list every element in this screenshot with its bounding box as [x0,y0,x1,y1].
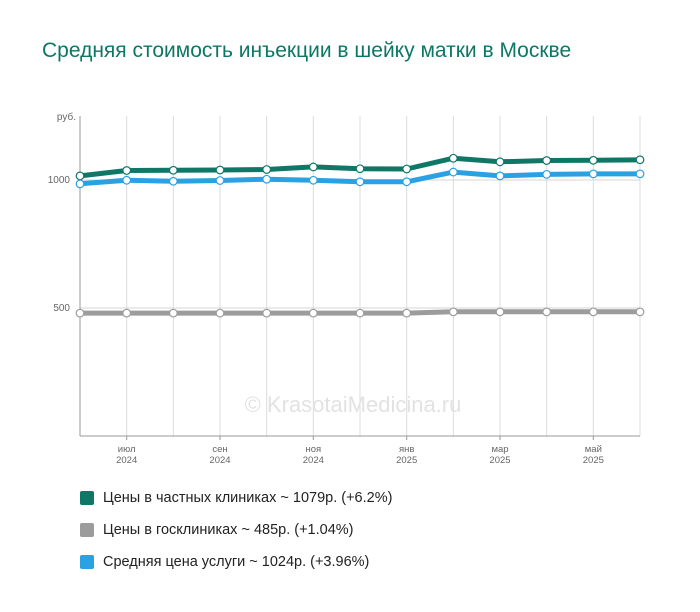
legend-item-3: Средняя цена услуги ~ 1024р. (+3.96%) [80,546,392,578]
data-point [75,171,85,181]
legend-swatch [80,491,94,505]
data-point [588,307,598,317]
data-point [168,308,178,318]
data-point [122,175,132,185]
data-point [495,171,505,181]
data-point [402,164,412,174]
data-point [448,153,458,163]
data-point [355,177,365,187]
y-axis-label: руб. [57,111,76,123]
data-point [168,165,178,175]
data-point [542,156,552,165]
data-point [215,308,225,318]
chart-title: Средняя стоимость инъекции в шейку матки… [42,39,572,62]
data-point [542,169,552,179]
data-point [308,162,318,172]
grid-lines [80,116,641,436]
data-point [448,307,458,317]
data-point [355,164,365,174]
x-tick-label-year: 2025 [489,455,510,466]
legend-swatch [80,555,94,569]
data-point [635,169,645,179]
data-point [448,167,458,177]
data-point [355,308,365,318]
data-point [122,308,132,318]
data-point [635,307,645,317]
line-chart: © KrasotaiMedicina.ru руб.5001000июл2024… [48,111,645,466]
data-point [635,155,645,165]
data-point [75,179,85,189]
data-point [215,165,225,175]
legend-label: Средняя цена услуги ~ 1024р. (+3.96%) [103,554,370,570]
data-point [495,157,505,167]
tick-labels: руб.5001000июл2024сен2024ноя2024янв2025м… [48,111,604,466]
data-point [308,175,318,185]
x-tick-label-month: май [585,444,602,455]
data-point [215,176,225,185]
data-point [495,307,505,317]
data-point [168,176,178,186]
data-point [75,308,85,318]
data-point [262,165,272,174]
axes [79,116,640,440]
data-point [402,177,412,187]
data-point [262,174,272,184]
y-tick-label: 500 [53,303,70,314]
legend-label: Цены в частных клиниках ~ 1079р. (+6.2%) [103,490,393,506]
data-point [588,155,598,165]
data-point [402,308,412,318]
data-point [262,308,272,318]
x-tick-label-month: янв [399,444,414,455]
x-tick-label-year: 2025 [396,455,417,466]
watermark-text: © KrasotaiMedicina.ru [245,392,462,417]
x-tick-label-year: 2024 [209,455,230,466]
legend-label: Цены в госклиниках ~ 485р. (+1.04%) [103,522,354,538]
x-tick-label-month: сен [212,444,227,455]
data-point [308,308,318,318]
legend-item-1: Цены в частных клиниках ~ 1079р. (+6.2%) [80,482,392,514]
data-point [588,169,598,179]
x-tick-label-month: ноя [305,444,321,455]
y-tick-label: 1000 [48,175,71,186]
x-tick-label-month: мар [491,444,508,455]
series-points [75,153,645,318]
x-tick-label-year: 2024 [116,455,137,466]
x-tick-label-month: июл [118,444,136,455]
legend: Цены в частных клиниках ~ 1079р. (+6.2%)… [80,482,392,578]
x-tick-label-year: 2024 [303,455,324,466]
x-tick-label-year: 2025 [583,455,604,466]
data-point [122,166,132,175]
legend-item-2: Цены в госклиниках ~ 485р. (+1.04%) [80,514,392,546]
legend-swatch [80,523,94,537]
data-point [542,307,552,317]
